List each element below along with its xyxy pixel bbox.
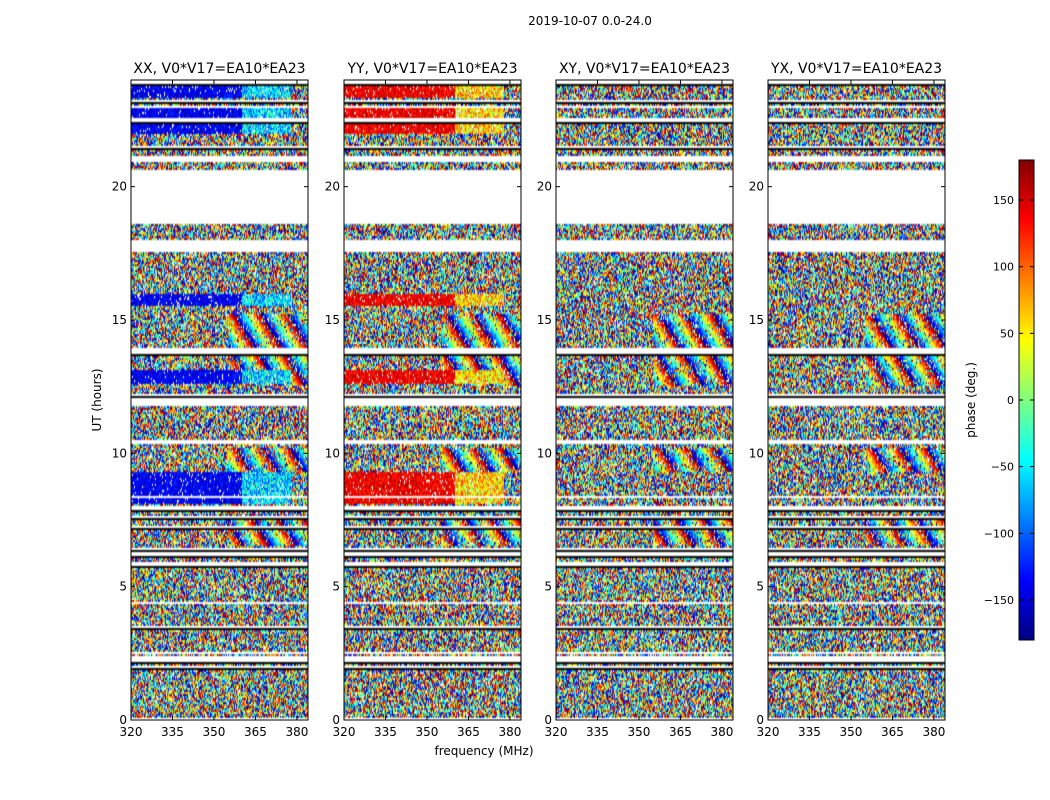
y-tick-label: 5 bbox=[756, 580, 764, 594]
y-tick-label: 20 bbox=[749, 180, 764, 194]
y-tick-label: 15 bbox=[537, 313, 552, 327]
panel-title: YY, V0*V17=EA10*EA23 bbox=[346, 61, 517, 77]
colorbar-label: phase (deg.) bbox=[964, 362, 978, 438]
y-tick-label: 5 bbox=[544, 580, 552, 594]
x-tick-label: 365 bbox=[669, 725, 692, 739]
colorbar-tick-label: 100 bbox=[993, 261, 1014, 274]
y-tick-label: 15 bbox=[112, 313, 127, 327]
axes-frame bbox=[343, 79, 522, 721]
axes-frame bbox=[555, 79, 734, 721]
x-tick-label: 335 bbox=[374, 725, 397, 739]
panel-3: XY, V0*V17=EA10*EA23 320 335 350 365 380 0 5 10 1… bbox=[537, 61, 734, 739]
y-axis-label: UT (hours) bbox=[90, 368, 104, 431]
axes-frame bbox=[130, 79, 309, 721]
x-tick-label: 335 bbox=[586, 725, 609, 739]
x-tick-label: 350 bbox=[628, 725, 651, 739]
x-tick-label: 350 bbox=[416, 725, 439, 739]
figure-suptitle: 2019-10-07 0.0-24.0 bbox=[528, 14, 652, 28]
x-tick-label: 335 bbox=[161, 725, 184, 739]
x-tick-label: 380 bbox=[922, 725, 945, 739]
y-tick-label: 20 bbox=[537, 180, 552, 194]
heatmap-image bbox=[556, 80, 733, 720]
colorbar-tick-label: −150 bbox=[984, 594, 1014, 607]
x-tick-label: 320 bbox=[120, 725, 143, 739]
y-tick-label: 10 bbox=[112, 446, 127, 460]
panel-4: YX, V0*V17=EA10*EA23 320 335 350 365 380 0 5 10 1… bbox=[749, 61, 946, 739]
x-tick-label: 350 bbox=[203, 725, 226, 739]
axes-frame bbox=[767, 79, 946, 721]
x-tick-label: 380 bbox=[710, 725, 733, 739]
colorbar-tick-label: −50 bbox=[991, 461, 1014, 474]
y-tick-label: 10 bbox=[537, 446, 552, 460]
panel-title: XX, V0*V17=EA10*EA23 bbox=[133, 61, 305, 77]
x-tick-label: 320 bbox=[333, 725, 356, 739]
y-tick-label: 20 bbox=[112, 180, 127, 194]
panel-title: XY, V0*V17=EA10*EA23 bbox=[559, 61, 730, 77]
colorbar-tick-label: 150 bbox=[993, 194, 1014, 207]
x-tick-label: 320 bbox=[545, 725, 568, 739]
y-tick-label: 5 bbox=[119, 580, 127, 594]
x-tick-label: 365 bbox=[881, 725, 904, 739]
y-tick-label: 20 bbox=[325, 180, 340, 194]
x-tick-label: 320 bbox=[757, 725, 780, 739]
y-tick-label: 15 bbox=[749, 313, 764, 327]
colorbar-tick-label: 0 bbox=[1007, 394, 1014, 407]
x-tick-label: 380 bbox=[285, 725, 308, 739]
heatmap-image bbox=[344, 80, 521, 720]
heatmap-image bbox=[131, 80, 308, 720]
y-tick-label: 10 bbox=[749, 446, 764, 460]
x-tick-label: 335 bbox=[798, 725, 821, 739]
x-axis-label: frequency (MHz) bbox=[434, 744, 533, 758]
panel-1: XX, V0*V17=EA10*EA23 320 335 350 365 380 0 5 10 1… bbox=[112, 61, 309, 739]
y-tick-label: 0 bbox=[756, 713, 764, 727]
y-tick-label: 15 bbox=[325, 313, 340, 327]
x-tick-label: 365 bbox=[244, 725, 267, 739]
y-tick-label: 0 bbox=[544, 713, 552, 727]
colorbar-tick-label: −100 bbox=[984, 527, 1014, 540]
y-tick-label: 10 bbox=[325, 446, 340, 460]
x-tick-label: 350 bbox=[840, 725, 863, 739]
x-tick-label: 365 bbox=[457, 725, 480, 739]
y-tick-label: 0 bbox=[119, 713, 127, 727]
y-tick-label: 0 bbox=[332, 713, 340, 727]
panels: XX, V0*V17=EA10*EA23 320 335 350 365 380 0 5 10 1… bbox=[112, 61, 946, 739]
x-tick-label: 380 bbox=[498, 725, 521, 739]
heatmap-image bbox=[768, 80, 945, 720]
panel-title: YX, V0*V17=EA10*EA23 bbox=[770, 61, 942, 77]
y-tick-label: 5 bbox=[332, 580, 340, 594]
panel-2: YY, V0*V17=EA10*EA23 320 335 350 365 380 0 5 10 1… bbox=[325, 61, 522, 739]
colorbar-tick-label: 50 bbox=[1000, 327, 1014, 340]
colorbar: 150 100 50 0 −50 −100 −150 bbox=[984, 159, 1035, 641]
